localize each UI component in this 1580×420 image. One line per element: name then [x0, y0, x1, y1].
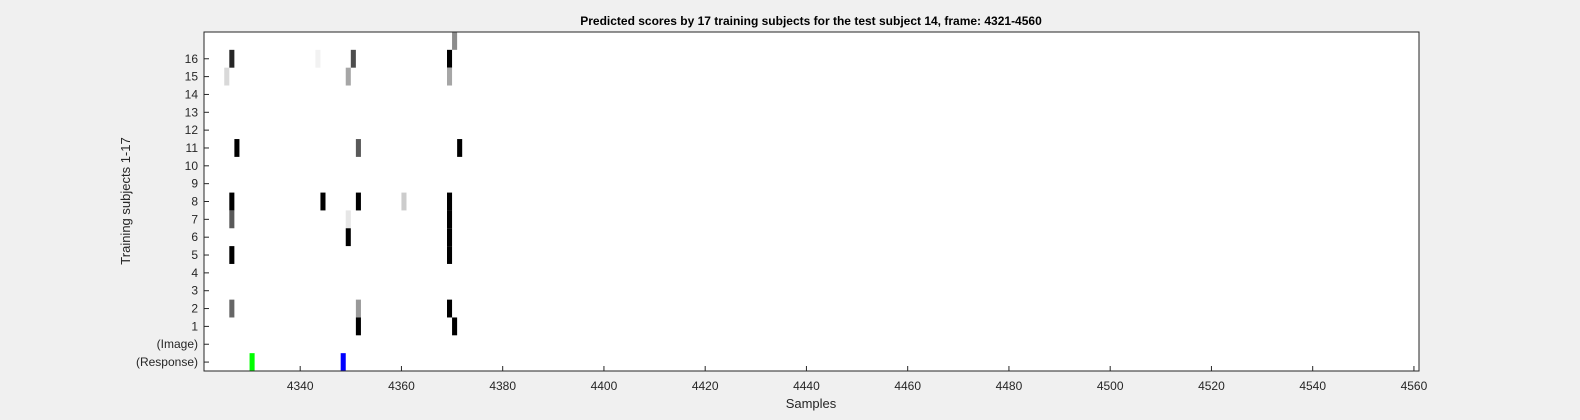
- heatmap-cell: [355, 139, 361, 157]
- heatmap-cell: [452, 32, 458, 50]
- heatmap-cell: [447, 246, 453, 264]
- heatmap-cell: [345, 228, 351, 247]
- heatmap-cell: [234, 139, 240, 157]
- y-tick-label: 7: [191, 212, 198, 226]
- heatmap-cell: [355, 317, 361, 336]
- y-tick-label: 12: [185, 123, 199, 137]
- x-tick-label: 4560: [1401, 379, 1428, 393]
- heatmap-cell: [229, 210, 235, 229]
- x-axis-ticks: 4340 4360 4380 4400 4420 4440 4460 4480 4500 4520…: [287, 366, 1428, 393]
- heatmap-cell: [320, 192, 326, 211]
- y-tick-label: 13: [185, 105, 199, 119]
- heatmap-cell: [447, 49, 453, 68]
- heatmap-cell: [447, 210, 453, 229]
- x-tick-label: 4480: [996, 379, 1023, 393]
- heatmap-cell: [452, 317, 458, 336]
- event-markers: [249, 353, 346, 371]
- y-tick-label: 4: [191, 266, 198, 280]
- x-tick-label: 4460: [894, 379, 921, 393]
- x-tick-label: 4500: [1097, 379, 1124, 393]
- heatmap-cell: [447, 228, 453, 247]
- y-tick-label: 10: [185, 159, 199, 173]
- x-tick-label: 4360: [388, 379, 415, 393]
- y-tick-label: 1: [191, 319, 198, 333]
- heatmap-cell: [315, 49, 321, 68]
- heatmap-cell: [229, 246, 235, 264]
- heatmap-cell: [229, 192, 235, 211]
- y-tick-label: 16: [185, 52, 199, 66]
- x-tick-label: 4400: [591, 379, 618, 393]
- heatmap-cell: [447, 192, 453, 211]
- heatmap-cell: [447, 299, 453, 318]
- heatmap-cell: [229, 49, 235, 68]
- x-tick-label: 4440: [793, 379, 820, 393]
- y-tick-label: 3: [191, 284, 198, 298]
- heatmap-cell: [355, 192, 361, 211]
- heatmap-cells: [224, 32, 463, 336]
- x-tick-label: 4520: [1198, 379, 1225, 393]
- y-tick-label: (Image): [157, 337, 198, 351]
- y-tick-label: 8: [191, 195, 198, 209]
- y-axis-label: Training subjects 1-17: [118, 137, 133, 264]
- heatmap-cell: [224, 67, 230, 86]
- heatmap-cell: [355, 299, 361, 318]
- heatmap-cell: [447, 67, 453, 86]
- y-tick-label: 9: [191, 177, 198, 191]
- y-tick-label: 2: [191, 302, 198, 316]
- x-tick-label: 4540: [1299, 379, 1326, 393]
- y-tick-label: (Response): [136, 355, 198, 369]
- y-tick-label: 15: [185, 70, 199, 84]
- heatmap-cell: [350, 49, 356, 68]
- event-marker: [249, 353, 255, 371]
- heatmap-cell: [457, 139, 463, 157]
- heatmap-cell: [401, 192, 407, 211]
- x-tick-label: 4420: [692, 379, 719, 393]
- event-marker: [340, 353, 346, 371]
- y-tick-label: 14: [185, 87, 199, 101]
- x-tick-label: 4340: [287, 379, 314, 393]
- y-tick-label: 11: [186, 141, 199, 155]
- heatmap-cell: [345, 67, 351, 86]
- y-tick-label: 5: [191, 248, 198, 262]
- heatmap-cell: [229, 299, 235, 318]
- chart-title: Predicted scores by 17 training subjects…: [580, 14, 1042, 28]
- x-axis-label: Samples: [786, 396, 837, 411]
- x-tick-label: 4380: [489, 379, 516, 393]
- y-tick-label: 6: [191, 230, 198, 244]
- heatmap-cell: [345, 210, 351, 229]
- plot-area: [204, 32, 1419, 371]
